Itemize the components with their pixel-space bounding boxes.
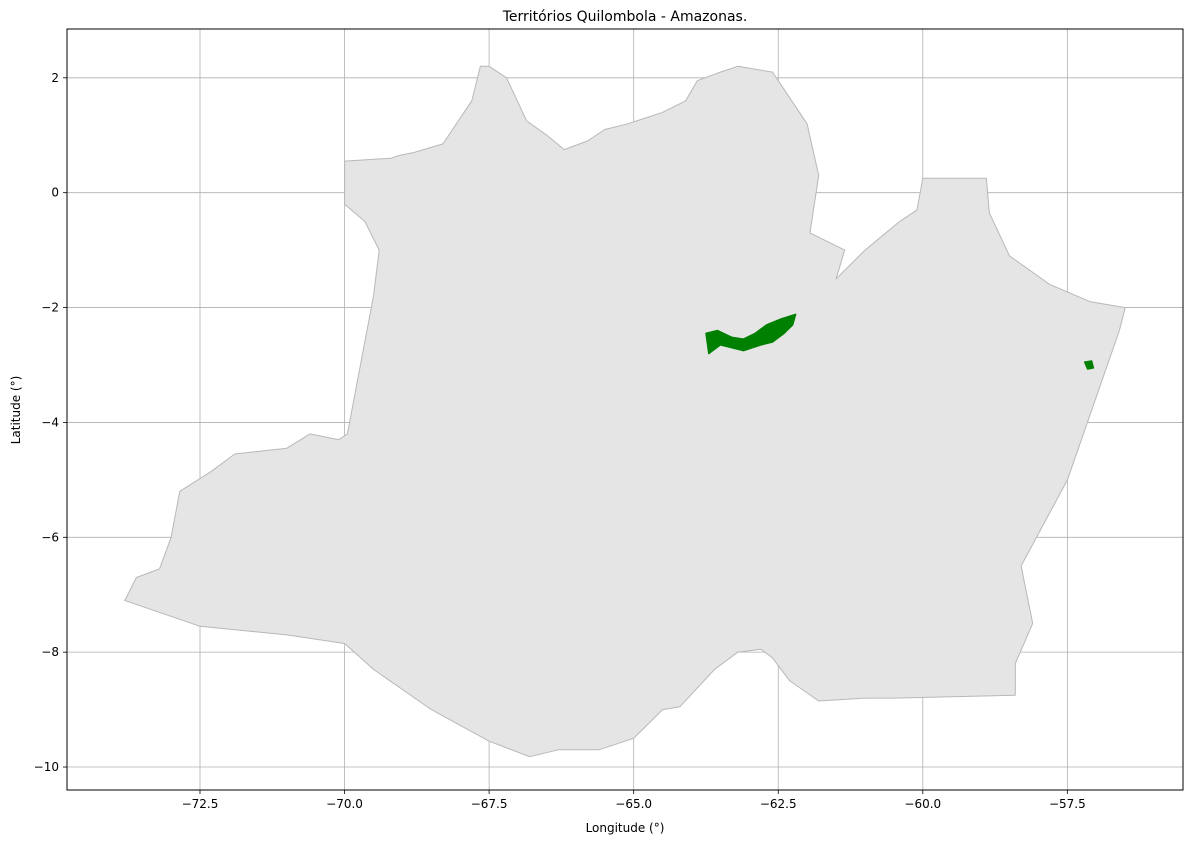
chart-title: Territórios Quilombola - Amazonas. bbox=[502, 9, 748, 25]
y-axis-ticks: 2 0 −2 −4 −6 −8 −10 bbox=[34, 71, 67, 774]
quilombola-territory-polygon bbox=[705, 313, 797, 355]
x-tick-label: −57.5 bbox=[1049, 797, 1086, 811]
state-layer bbox=[124, 65, 1126, 758]
x-axis-label: Longitude (°) bbox=[586, 821, 665, 835]
x-tick-label: −72.5 bbox=[182, 797, 219, 811]
plot-area bbox=[66, 28, 1184, 791]
y-tick-label: −2 bbox=[41, 301, 59, 315]
x-axis-ticks: −72.5 −70.0 −67.5 −65.0 −62.5 −60.0 −57.5 bbox=[182, 790, 1086, 811]
quilombola-territory-polygon bbox=[1083, 360, 1095, 370]
x-tick-label: −65.0 bbox=[615, 797, 652, 811]
territory-layer bbox=[705, 313, 1095, 370]
y-tick-label: 2 bbox=[51, 71, 59, 85]
plot-frame bbox=[66, 28, 1184, 791]
y-tick-label: −6 bbox=[41, 530, 59, 544]
y-axis-label: Latitude (°) bbox=[9, 376, 23, 445]
amazonas-state-polygon bbox=[124, 65, 1126, 758]
x-tick-label: −62.5 bbox=[760, 797, 797, 811]
x-tick-label: −67.5 bbox=[471, 797, 508, 811]
x-tick-label: −70.0 bbox=[326, 797, 363, 811]
y-tick-label: −4 bbox=[41, 415, 59, 429]
y-tick-label: 0 bbox=[51, 186, 59, 200]
y-tick-label: −10 bbox=[34, 760, 59, 774]
x-tick-label: −60.0 bbox=[904, 797, 941, 811]
y-tick-label: −8 bbox=[41, 645, 59, 659]
